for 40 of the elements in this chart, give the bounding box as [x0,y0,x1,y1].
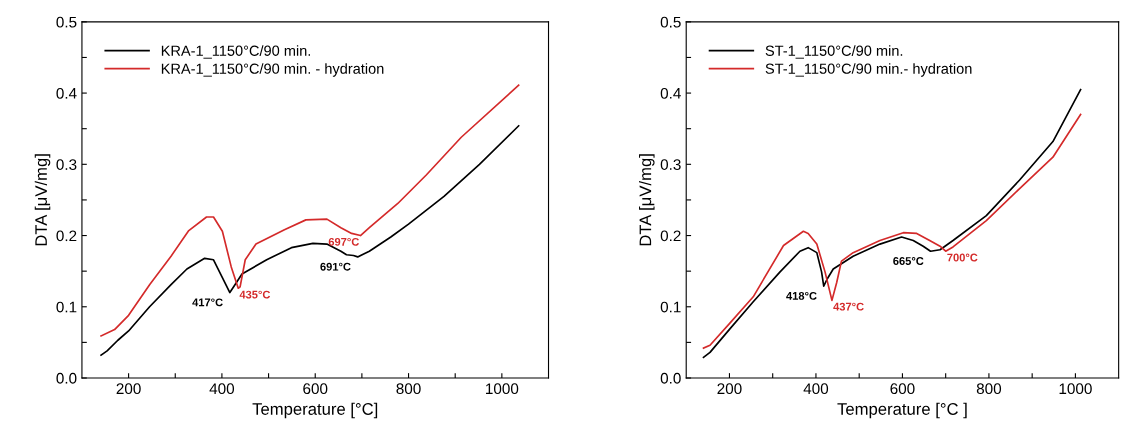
line-series [100,125,520,357]
annotation: 700°C [947,253,978,262]
y-tick-label: 0.2 [56,230,77,242]
y-tick-label: 0.4 [56,87,77,99]
x-axis-title: Temperature [°C ] [837,402,967,419]
legend-label: ST-1_1150°C/90 min. [765,45,903,59]
x-tick-label: 200 [116,383,141,395]
y-tick-label: 0.4 [660,87,681,99]
y-tick-label: 0.5 [56,16,77,28]
y-axis-title: DTA [μV/mg] [639,154,655,246]
x-tick-label: 200 [717,383,742,395]
annotation: 437°C [833,302,864,311]
y-tick-label: 0.1 [56,301,77,313]
text: 0.0 [660,372,681,384]
annotation: 417°C [192,298,223,307]
annotation: 435°C [239,290,271,299]
y-tick-label: 0.3 [660,159,681,170]
annotation: 697°C [328,237,360,246]
x-tick-label: 600 [303,383,328,395]
legend-label: KRA-1_1150°C/90 min. [161,45,311,59]
x-tick-label: 600 [890,383,915,395]
y-tick-label: 0.3 [56,159,77,170]
x-tick-label: 800 [976,383,1002,395]
legend-label: ST-1_1150°C/90 min.- hydration [765,63,972,77]
x-tick-label: 400 [803,383,829,395]
x-tick-label: 1000 [486,383,519,395]
text: 0.0 [56,372,77,384]
annotation: 418°C [786,291,817,300]
annotation: 691°C [320,262,351,271]
annotation: 665°C [893,257,924,265]
legend-label: KRA-1_1150°C/90 min. - hydration [161,63,384,77]
x-tick-label: 400 [209,383,235,395]
x-axis-title: Temperature [°C] [252,402,378,419]
x-tick-label: 1000 [1059,383,1092,395]
y-tick-label: 0.5 [660,16,681,28]
line-series [100,84,520,337]
y-tick-label: 0.2 [660,230,681,242]
x-tick-label: 800 [396,383,421,395]
y-axis-title: DTA [μV/mg] [34,154,51,246]
y-tick-label: 0.1 [660,301,681,313]
